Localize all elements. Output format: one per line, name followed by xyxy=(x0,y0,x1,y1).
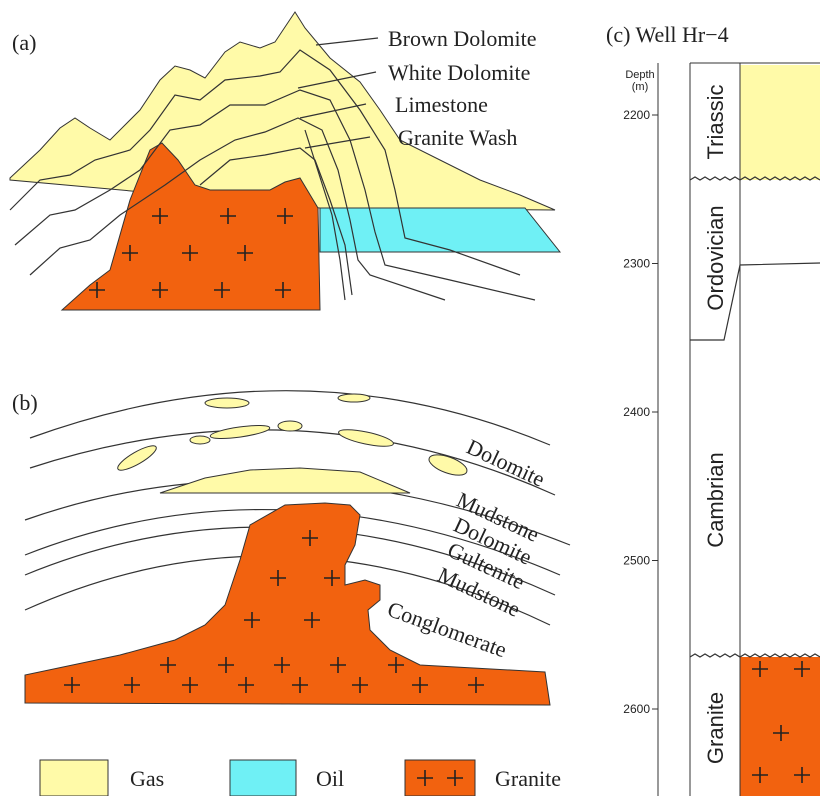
panel-label: (c) Well Hr−4 xyxy=(606,22,729,47)
layer-label: Limestone xyxy=(395,92,488,117)
formation-label: Ordovician xyxy=(703,205,728,310)
panel-label: (b) xyxy=(12,390,38,415)
gas-lens xyxy=(160,468,410,493)
tick-label: 2200 xyxy=(623,108,650,122)
panel-label: (a) xyxy=(12,30,36,55)
layer-label: Granite Wash xyxy=(398,125,517,150)
layer-label: White Dolomite xyxy=(388,60,530,85)
formation-label: Cambrian xyxy=(703,452,728,547)
legend-label: Granite xyxy=(495,766,561,791)
layer-label: Dolomite xyxy=(463,434,549,492)
tick-label: 2500 xyxy=(623,554,650,568)
figure: (a) Brown Dolomite White Dolomite Limest… xyxy=(0,0,820,796)
legend-swatch xyxy=(405,760,475,796)
layer-label: Brown Dolomite xyxy=(388,26,537,51)
axis-title: Depth xyxy=(625,69,654,81)
tick-label: 2400 xyxy=(623,405,650,419)
legend-label: Gas xyxy=(130,766,164,791)
panel-c: (c) Well Hr−4 Depth (m) Triassic Ordovic… xyxy=(606,22,820,796)
legend-label: Oil xyxy=(316,766,344,791)
panel-b: (b) Dolomite Mudstone Dolomite Gultenite… xyxy=(12,390,570,705)
depth-ticks: 2200 2300 2400 2500 2600 xyxy=(623,108,658,716)
legend-swatch xyxy=(230,760,296,796)
gas-interval xyxy=(740,65,820,180)
axis-unit: (m) xyxy=(632,81,649,93)
oil-zone xyxy=(320,208,560,252)
tick-label: 2300 xyxy=(623,257,650,271)
legend-swatch xyxy=(40,760,108,796)
formation-label: Triassic xyxy=(703,85,728,160)
legend: Gas Oil Granite xyxy=(40,760,561,796)
panel-a: (a) Brown Dolomite White Dolomite Limest… xyxy=(10,12,560,310)
tick-label: 2600 xyxy=(623,702,650,716)
formation-label: Granite xyxy=(703,692,728,764)
